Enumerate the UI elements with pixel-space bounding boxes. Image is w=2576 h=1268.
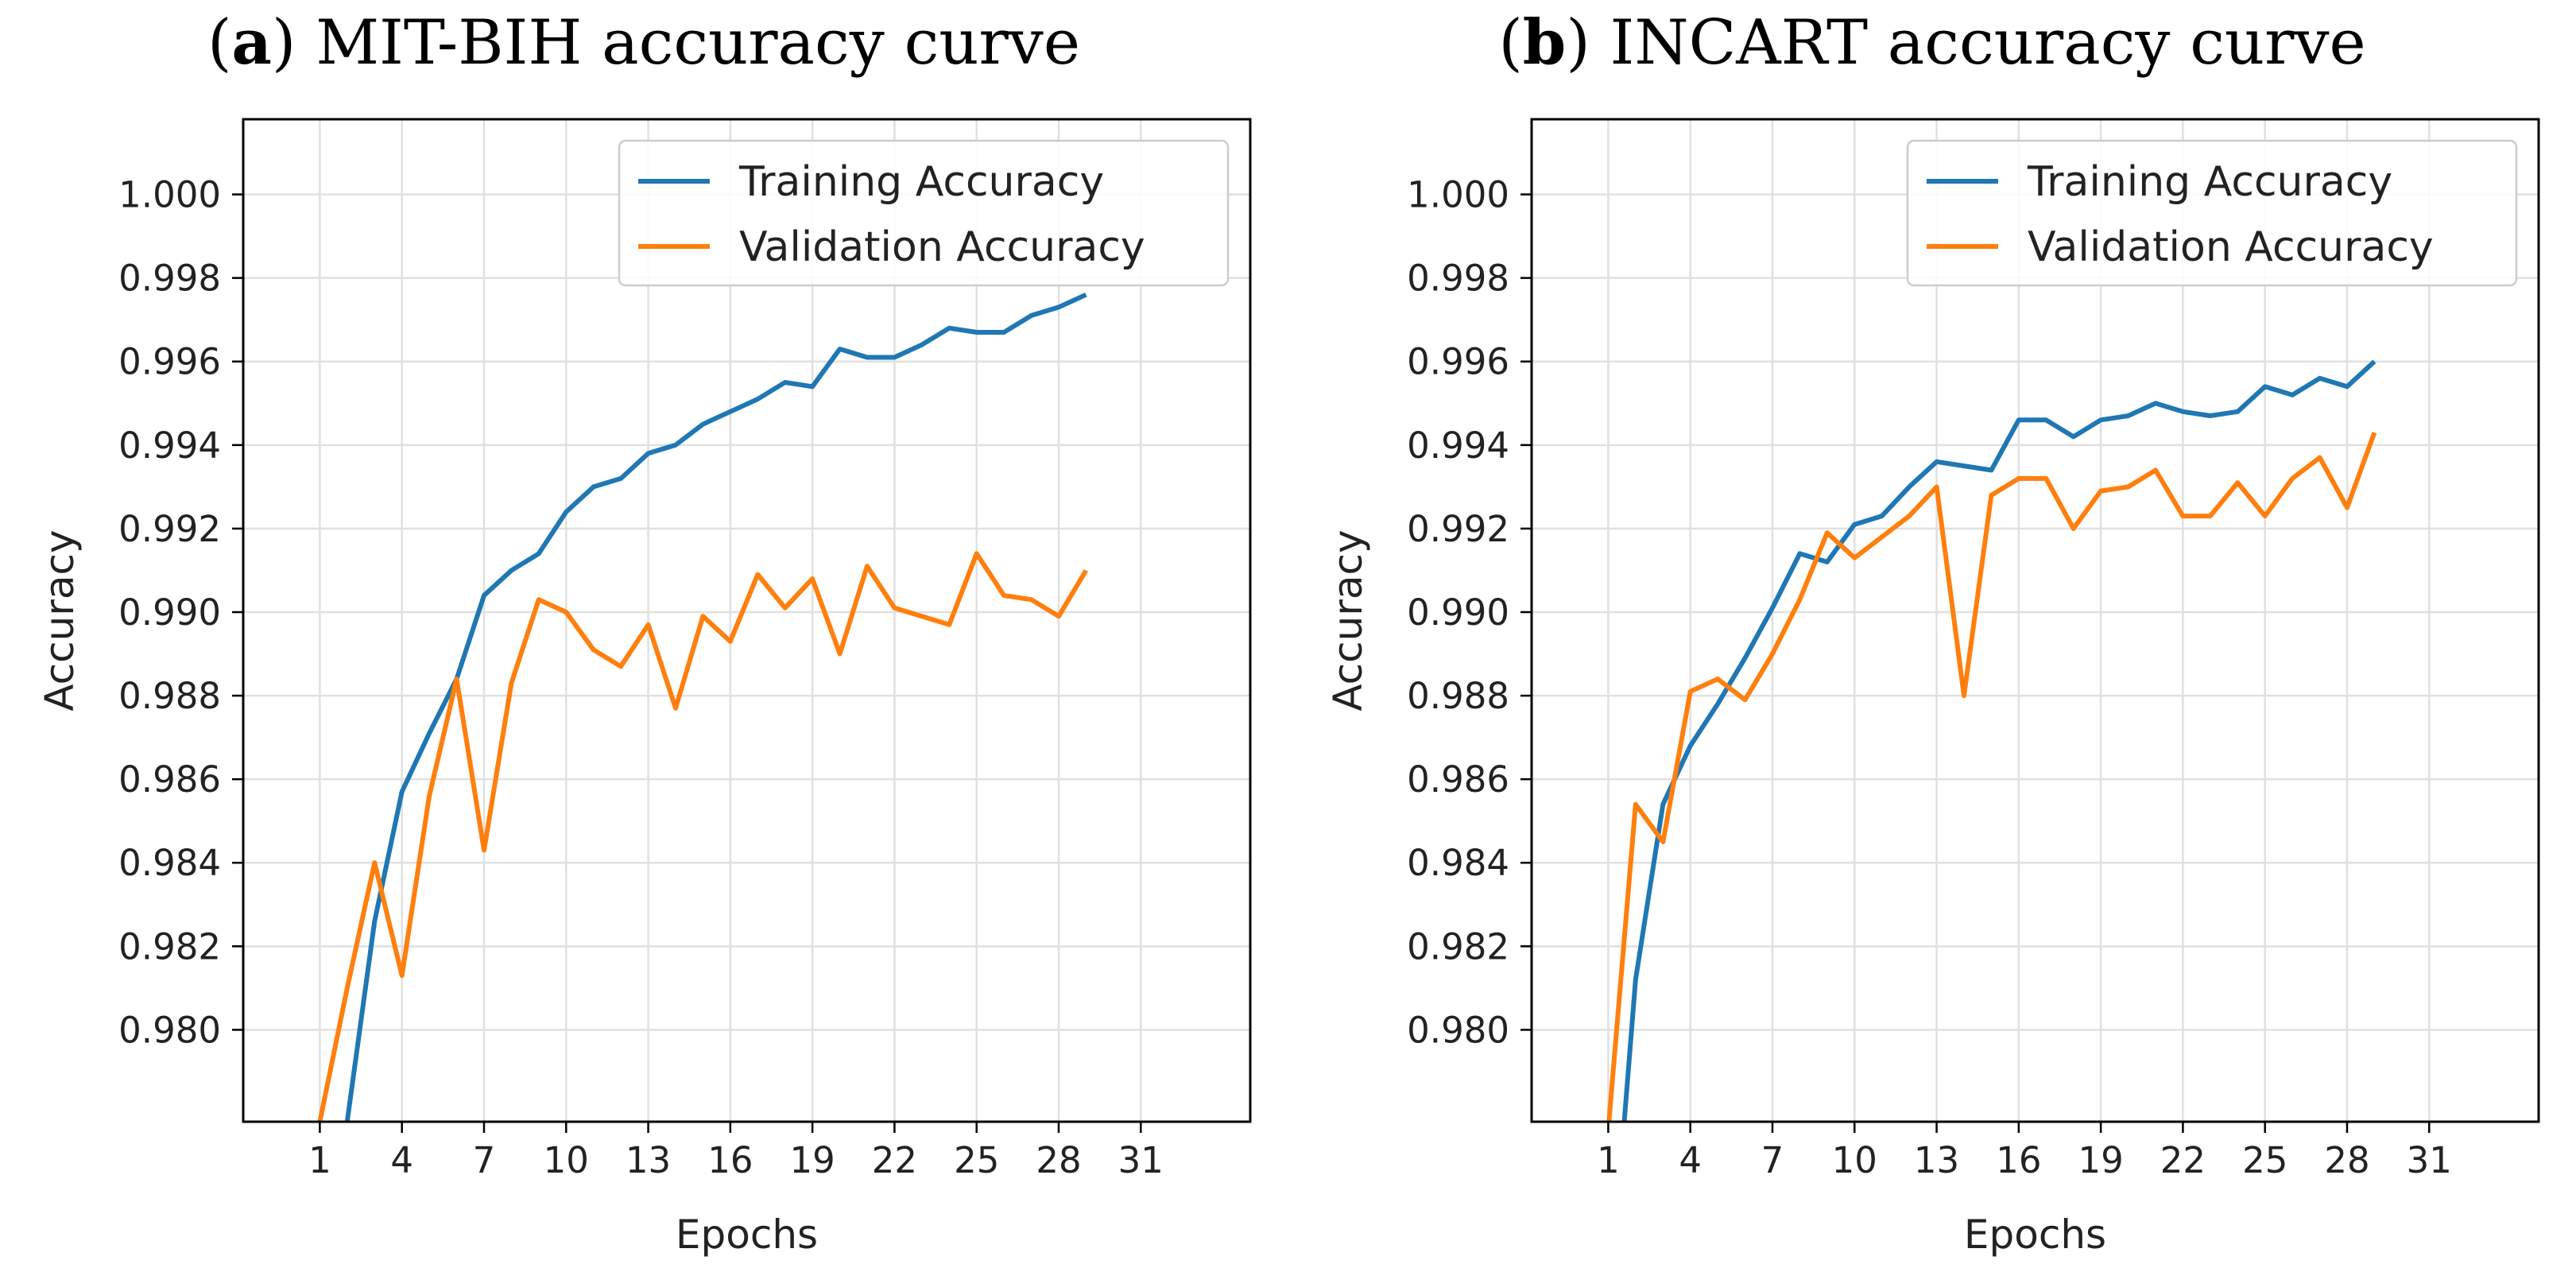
x-tick-label: 28 [1036,1139,1081,1181]
legend-box [618,139,1230,287]
x-tick-label: 22 [872,1139,917,1181]
legend: Training Accuracy Validation Accuracy [1906,139,2518,287]
y-tick-label: 1.000 [118,174,221,216]
legend-label: Training Accuracy [738,158,1104,206]
y-tick-label: 0.988 [118,675,221,717]
y-tick-label: 1.000 [1407,174,1509,216]
chart-title-text: INCART accuracy curve [1610,7,2366,79]
y-tick-label: 0.984 [1407,842,1509,884]
x-tick-label: 31 [2407,1139,2452,1181]
series-line-training-accuracy [344,292,1087,1122]
y-axis-label: Accuracy [1325,529,1371,711]
x-tick-label: 16 [1996,1139,2041,1181]
x-tick-label: 7 [1761,1139,1784,1181]
x-tick-label: 22 [2160,1139,2206,1181]
x-tick-label: 16 [707,1139,753,1181]
chart-panel-a: (a) MIT-BIH accuracy curve 1 4 7 10 13 16 19 22… [37,6,1252,1258]
y-tick-label: 0.986 [1407,758,1509,801]
panel-letter: a [231,6,272,79]
legend-label: Training Accuracy [2027,158,2392,206]
x-tick-label: 13 [626,1139,671,1181]
x-tick-label: 25 [954,1139,999,1181]
x-axis-label: Epochs [1964,1212,2106,1258]
y-tick-label: 0.980 [118,1009,221,1051]
chart-title: (b) INCART accuracy curve [1498,6,2366,79]
series-line-validation-accuracy [1606,432,2377,1122]
y-tick-label: 0.980 [1407,1009,1509,1051]
y-tick-label: 0.996 [118,341,221,383]
series-group [1606,359,2377,1122]
y-tick-label: 0.982 [1407,925,1509,967]
x-axis-label: Epochs [676,1212,818,1258]
x-tick-label: 13 [1914,1139,1959,1181]
plot-frame [1530,118,2540,1123]
chart-title-text: MIT-BIH accuracy curve [316,7,1081,79]
chart-title: (a) MIT-BIH accuracy curve [207,6,1081,79]
y-tick-label: 0.990 [118,591,221,634]
line-chart-incart: 1 4 7 10 13 16 19 22 25 28 31 0.980 0.982 0.984 0.986 0… [1325,118,2540,1258]
legend-label: Validation Accuracy [2028,223,2434,271]
x-tick-label: 25 [2242,1139,2287,1181]
panel-letter: b [1522,6,1567,79]
y-tick-label: 0.988 [1407,675,1509,717]
x-tick-label: 10 [1832,1139,1877,1181]
y-tick-label: 0.992 [1407,508,1509,550]
x-tick-label: 19 [2078,1139,2123,1181]
y-axis-label: Accuracy [37,529,83,711]
x-tick-label: 4 [390,1139,413,1181]
series-line-training-accuracy [1621,359,2377,1122]
y-tick-label: 0.984 [118,842,221,884]
y-tick-label: 0.996 [1407,341,1509,383]
gridlines [243,119,1250,1122]
line-chart-mit-bih: 1 4 7 10 13 16 19 22 25 28 31 0.980 0.982 0.984 0.986 0… [37,118,1252,1258]
chart-panel-b: (b) INCART accuracy curve 1 4 7 10 13 16 19 22 2… [1288,0,2576,1268]
x-tick-label: 28 [2324,1139,2369,1181]
series-line-validation-accuracy [317,551,1088,1122]
x-tick-label: 1 [308,1139,331,1181]
y-tick-label: 0.990 [1407,591,1509,634]
legend-box [1906,139,2518,287]
legend-label: Validation Accuracy [739,223,1145,271]
x-tick-label: 4 [1679,1139,1702,1181]
plot-frame [242,118,1252,1123]
y-tick-label: 0.986 [118,758,221,801]
y-tick-label: 0.994 [118,425,221,467]
series-group [317,292,1088,1122]
y-tick-label: 0.998 [1407,258,1509,300]
x-tick-label: 19 [789,1139,835,1181]
x-tick-label: 7 [473,1139,496,1181]
x-tick-label: 1 [1597,1139,1620,1181]
x-tick-label: 31 [1118,1139,1164,1181]
y-tick-label: 0.982 [118,925,221,967]
y-tick-label: 0.998 [118,258,221,300]
y-tick-label: 0.994 [1407,425,1509,467]
x-tick-label: 10 [544,1139,589,1181]
y-tick-label: 0.992 [118,508,221,550]
legend: Training Accuracy Validation Accuracy [618,139,1230,287]
